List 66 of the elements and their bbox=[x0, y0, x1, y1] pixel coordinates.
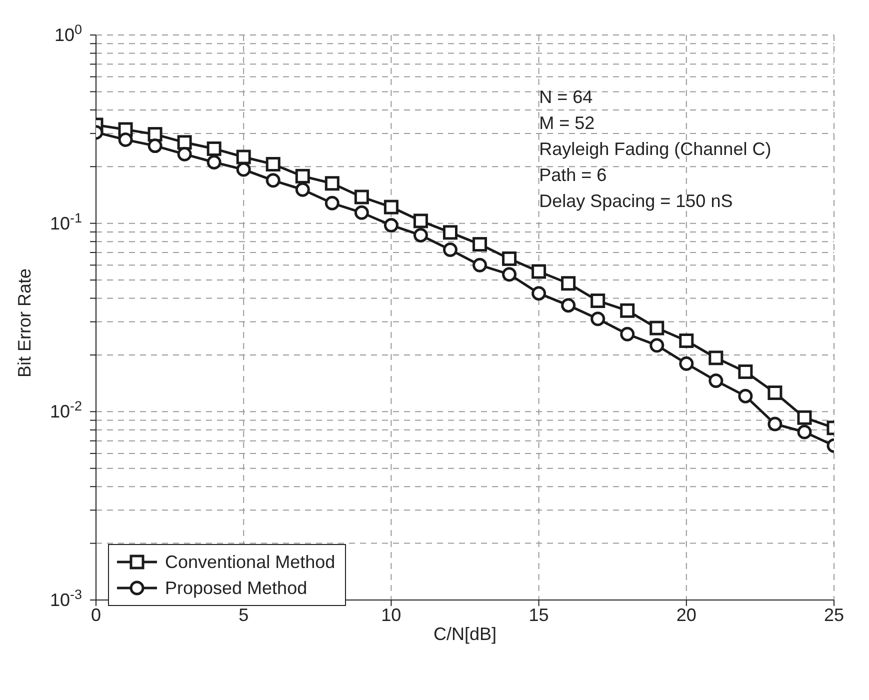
point bbox=[708, 373, 724, 388]
point bbox=[295, 168, 310, 184]
point bbox=[561, 276, 576, 291]
point bbox=[354, 190, 369, 204]
point bbox=[768, 416, 782, 432]
point bbox=[532, 286, 546, 301]
point bbox=[442, 242, 458, 257]
x-tick-label: 25 bbox=[824, 604, 844, 625]
y-tick-label: 10$^{0}$ bbox=[54, 22, 82, 45]
x-axis-title: C/N[dB] bbox=[433, 624, 497, 644]
annotation: Rayleigh Fading (Channel C) bbox=[539, 139, 772, 159]
point bbox=[768, 386, 782, 400]
point bbox=[177, 135, 192, 150]
point bbox=[236, 150, 251, 164]
annotation: Delay Spacing = 150 nS bbox=[539, 191, 733, 211]
x-tick-label: 15 bbox=[528, 604, 549, 625]
point bbox=[413, 228, 428, 242]
point bbox=[236, 162, 251, 177]
point bbox=[797, 424, 812, 440]
point bbox=[797, 410, 812, 425]
y-tick-label: 10$^{-2}$ bbox=[50, 398, 82, 422]
annotation: M = 52 bbox=[539, 113, 595, 133]
x-tick-label: 5 bbox=[238, 604, 249, 625]
point bbox=[148, 127, 162, 142]
point bbox=[118, 132, 133, 147]
legend-label: Proposed Method bbox=[165, 578, 308, 598]
annotation: Path = 6 bbox=[539, 165, 607, 185]
x-tick-label: 10 bbox=[381, 604, 402, 625]
point bbox=[384, 200, 398, 214]
annotation: N = 64 bbox=[539, 87, 593, 107]
point bbox=[679, 356, 694, 371]
point bbox=[384, 218, 398, 232]
point bbox=[472, 258, 488, 272]
point bbox=[650, 320, 664, 336]
point bbox=[295, 182, 310, 197]
point bbox=[738, 364, 753, 379]
point bbox=[590, 312, 606, 326]
point bbox=[354, 205, 369, 220]
legend-label: Conventional Method bbox=[165, 552, 336, 572]
point bbox=[206, 141, 222, 156]
y-tick-label: 10$^{-3}$ bbox=[50, 586, 82, 610]
point bbox=[502, 251, 517, 266]
point bbox=[177, 146, 192, 162]
x-tick-label: 20 bbox=[676, 604, 696, 625]
point bbox=[679, 333, 694, 348]
point bbox=[206, 155, 222, 170]
point bbox=[442, 225, 458, 240]
point bbox=[650, 338, 664, 353]
point bbox=[590, 294, 606, 308]
y-axis-title: Bit Error Rate bbox=[14, 268, 34, 378]
x-tick-label: 0 bbox=[90, 604, 102, 625]
point bbox=[413, 214, 428, 228]
y-tick-label: 10$^{-1}$ bbox=[50, 210, 82, 234]
point bbox=[561, 298, 576, 313]
point bbox=[502, 267, 517, 282]
point bbox=[324, 196, 340, 210]
point bbox=[620, 326, 635, 342]
point bbox=[738, 388, 753, 404]
point bbox=[620, 303, 635, 318]
point bbox=[324, 176, 340, 191]
point bbox=[266, 173, 280, 188]
point bbox=[472, 237, 488, 252]
point bbox=[148, 138, 162, 154]
point bbox=[708, 350, 724, 366]
point bbox=[266, 156, 280, 172]
point bbox=[532, 264, 546, 279]
